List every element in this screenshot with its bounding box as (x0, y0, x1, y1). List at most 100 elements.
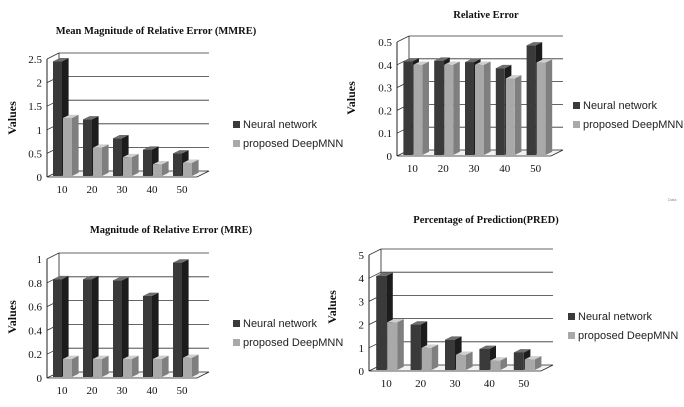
bar-top (153, 355, 169, 359)
gridline-diag (368, 271, 382, 279)
y-tick-label: 0.8 (28, 278, 42, 290)
bar-front (490, 360, 501, 370)
x-tick-label: 10 (381, 378, 393, 390)
bar-top (113, 134, 129, 139)
x-tick-label: 30 (469, 163, 481, 175)
bar-deepmnn (153, 160, 169, 176)
bar-top (153, 160, 169, 165)
bar-side (534, 356, 542, 370)
bar-deepmnn (93, 144, 109, 176)
bar-front (456, 354, 466, 370)
bar-front (113, 280, 122, 377)
bar-top (143, 292, 159, 296)
bar-top (536, 59, 553, 63)
bar-deepmnn (536, 59, 553, 155)
x-tick-label: 40 (147, 184, 159, 196)
bar-neural-network (173, 259, 189, 377)
x-tick-label: 50 (530, 163, 542, 175)
x-tick-label: 30 (117, 184, 129, 196)
y-tick-label: 0.2 (378, 105, 392, 117)
x-tick-label: 10 (407, 163, 419, 175)
x-tick-label: 40 (147, 385, 159, 397)
legend-swatch (573, 102, 580, 109)
y-tick-label: 2.5 (28, 54, 42, 66)
bar-top (123, 355, 139, 359)
bar-deepmnn (63, 114, 79, 176)
y-tick-label: 0.4 (28, 325, 42, 337)
y-tick-label: 0.4 (378, 60, 392, 72)
legend-swatch (233, 121, 240, 128)
y-tick-label: 0.1 (378, 128, 392, 140)
bar-top (63, 355, 79, 359)
x-tick-label: 20 (415, 378, 427, 390)
bar-front (524, 359, 535, 370)
chart-title: Mean Magnitude of Relative Error (MMRE) (56, 26, 257, 37)
x-tick-label: 20 (87, 385, 99, 397)
bar-top (387, 318, 404, 323)
bar-top (475, 61, 491, 65)
bar-front (475, 64, 484, 155)
x-tick-label: 40 (499, 163, 511, 175)
watermark-text: Data (668, 197, 677, 202)
bar-side (431, 344, 439, 370)
y-tick-label: 0.3 (378, 83, 392, 95)
chart-3: Magnitude of Relative Error (MRE) Values 0… (5, 225, 343, 397)
bar-side (162, 160, 169, 176)
bar-top (183, 159, 199, 163)
bar-top (410, 321, 428, 325)
bar-front (143, 149, 152, 176)
chart-4: Percentage of Prediction(PRED) Values 0 1 2 3… (325, 215, 678, 390)
bar-top (495, 64, 512, 69)
bar-side (72, 114, 79, 176)
bar-side (122, 277, 129, 377)
bar-top (53, 58, 69, 62)
bar-side (92, 275, 99, 377)
bar-deepmnn (63, 355, 79, 377)
bar-top (526, 42, 543, 46)
bar-side (72, 355, 79, 377)
y-tick-label: 0 (387, 151, 393, 163)
bar-top (93, 144, 109, 148)
legend-label: proposed DeepMNN (578, 330, 678, 342)
legend-label: proposed DeepMNN (583, 119, 683, 131)
bar-front (173, 262, 182, 377)
bar-front (495, 68, 505, 155)
bar-deepmnn (490, 357, 507, 370)
bar-deepmnn (421, 344, 439, 370)
bar-deepmnn (475, 61, 491, 155)
bar-top (113, 277, 129, 281)
bar-top (444, 61, 460, 65)
y-tick-label: 0.5 (28, 148, 42, 160)
bar-front (83, 119, 92, 176)
chart-1: Mean Magnitude of Relative Error (MMRE) V… (5, 26, 343, 196)
y-tick-label: 2 (359, 320, 365, 332)
legend-swatch (568, 332, 575, 339)
bar-front (173, 153, 182, 176)
bar-top (83, 275, 99, 280)
bar-deepmnn (456, 351, 473, 370)
bar-deepmnn (123, 355, 139, 377)
bar-neural-network (143, 292, 159, 377)
chart-title: Relative Error (453, 10, 519, 21)
bar-side (397, 318, 404, 370)
bar-front (63, 358, 72, 377)
bar-side (102, 355, 109, 377)
bar-front (123, 358, 132, 377)
bar-side (132, 355, 139, 377)
x-tick-label: 20 (438, 163, 450, 175)
bar-deepmnn (93, 355, 109, 377)
bar-side (102, 144, 109, 176)
bar-top (403, 58, 419, 62)
legend-swatch (233, 140, 240, 147)
bar-deepmnn (183, 354, 199, 377)
x-tick-label: 30 (450, 378, 462, 390)
bar-front (505, 78, 515, 155)
bar-deepmnn (413, 61, 429, 155)
bar-front (63, 118, 72, 176)
bar-front (536, 62, 546, 155)
x-tick-label: 50 (177, 385, 189, 397)
bar-front (83, 279, 92, 377)
legend-label: Neural network (243, 119, 317, 131)
x-tick-label: 40 (484, 378, 496, 390)
